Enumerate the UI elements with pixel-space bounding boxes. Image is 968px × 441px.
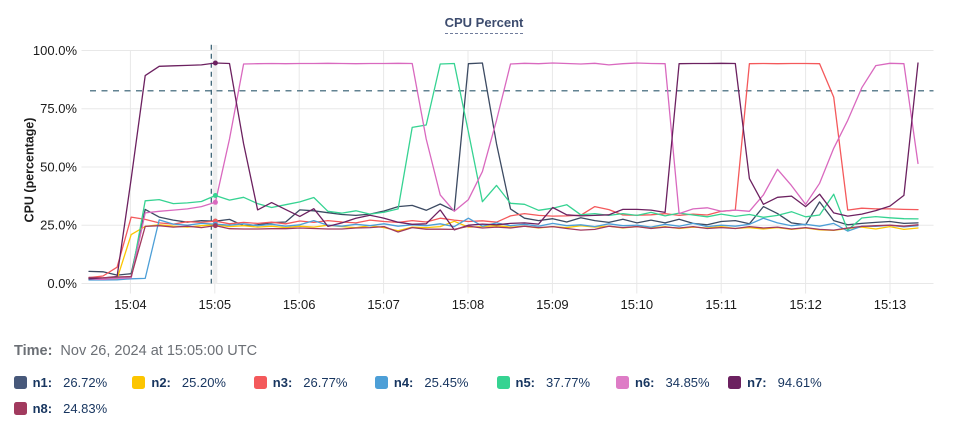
- svg-text:15:08: 15:08: [452, 297, 485, 312]
- svg-text:15:04: 15:04: [114, 297, 147, 312]
- svg-text:75.0%: 75.0%: [40, 101, 77, 116]
- svg-text:15:05: 15:05: [199, 297, 232, 312]
- svg-text:50.0%: 50.0%: [40, 160, 77, 175]
- svg-text:15:07: 15:07: [367, 297, 400, 312]
- svg-text:25.0%: 25.0%: [40, 218, 77, 233]
- svg-text:15:12: 15:12: [789, 297, 822, 312]
- svg-text:15:10: 15:10: [621, 297, 654, 312]
- svg-text:15:06: 15:06: [283, 297, 316, 312]
- svg-text:15:13: 15:13: [874, 297, 907, 312]
- svg-text:100.0%: 100.0%: [33, 43, 78, 58]
- svg-text:15:09: 15:09: [536, 297, 569, 312]
- svg-text:0.0%: 0.0%: [47, 276, 77, 291]
- svg-text:CPU (percentage): CPU (percentage): [23, 118, 37, 223]
- svg-text:15:11: 15:11: [705, 297, 737, 312]
